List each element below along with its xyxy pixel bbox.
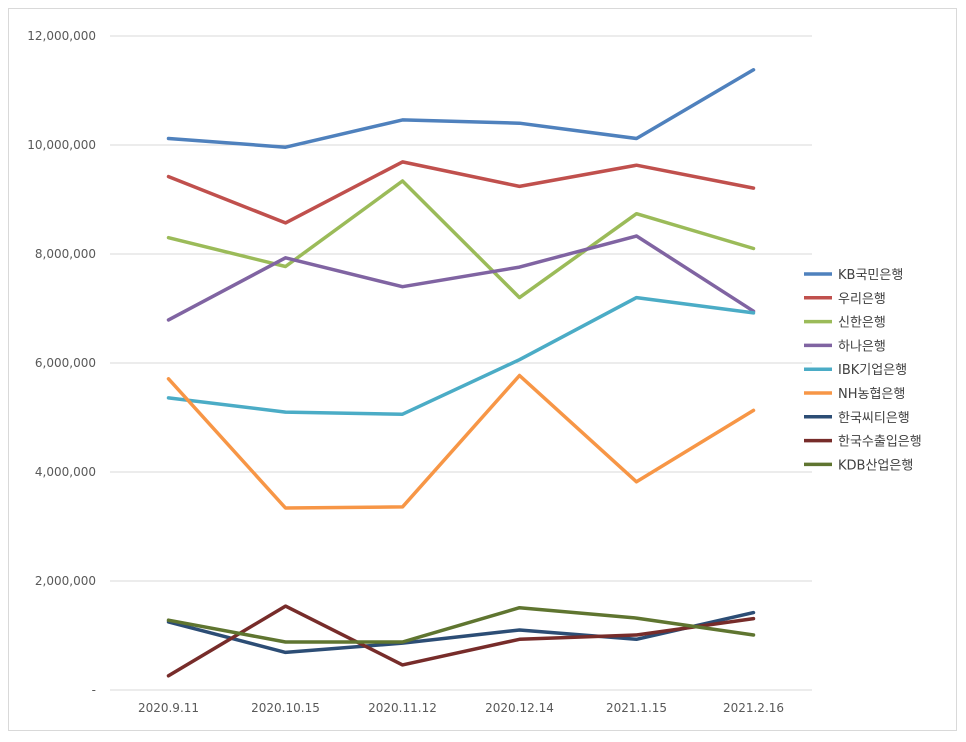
legend-label: 신한은행	[838, 315, 886, 331]
series-line-7	[166, 604, 756, 678]
legend-label: KB국민은행	[838, 267, 903, 283]
legend-label: 우리은행	[838, 291, 886, 307]
series-line-3	[166, 234, 756, 322]
x-tick-label: 2020.11.12	[368, 701, 437, 715]
y-axis-ticks: - 2,000,000 4,000,000 6,000,000 8,000,000 10,…	[27, 29, 96, 697]
gridlines	[110, 35, 812, 582]
series-lines	[166, 68, 756, 678]
x-tick-label: 2021.1.15	[606, 701, 667, 715]
y-tick-label: -	[92, 683, 96, 697]
y-tick-label: 10,000,000	[27, 138, 96, 152]
legend-entry: 하나은행	[804, 338, 886, 354]
y-tick-label: 2,000,000	[35, 574, 96, 588]
legend-entry: 한국수출입은행	[804, 434, 922, 450]
legend-label: IBK기업은행	[838, 362, 907, 378]
legend-label: NH농협은행	[838, 386, 905, 402]
y-tick-label: 4,000,000	[35, 465, 96, 479]
series-line-6	[166, 610, 756, 655]
legend-entry: 한국씨티은행	[804, 410, 910, 426]
series-line-8	[166, 605, 756, 644]
x-tick-label: 2020.9.11	[138, 701, 199, 715]
x-tick-label: 2021.2.16	[723, 701, 784, 715]
legend-label: 하나은행	[838, 338, 886, 354]
y-tick-label: 8,000,000	[35, 247, 96, 261]
series-line-2	[166, 179, 756, 300]
legend-label: KDB산업은행	[838, 457, 913, 473]
y-tick-label: 12,000,000	[27, 29, 96, 43]
x-tick-label: 2020.10.15	[251, 701, 320, 715]
legend-entry: KB국민은행	[804, 267, 903, 283]
legend-entry: 우리은행	[804, 291, 886, 307]
legend-entry: NH농협은행	[804, 386, 905, 402]
legend-entry: 신한은행	[804, 315, 886, 331]
series-line-1	[166, 160, 756, 225]
chart-frame	[8, 8, 957, 731]
series-line-4	[166, 295, 756, 416]
legend-label: 한국수출입은행	[838, 434, 922, 450]
x-tick-label: 2020.12.14	[485, 701, 554, 715]
y-tick-label: 6,000,000	[35, 356, 96, 370]
legend-entry: IBK기업은행	[804, 362, 907, 378]
x-axis-ticks: 2020.9.11 2020.10.15 2020.11.12 2020.12.14 2…	[138, 701, 784, 715]
series-line-5	[166, 373, 756, 510]
legend-label: 한국씨티은행	[838, 410, 910, 426]
series-line-0	[166, 68, 756, 149]
legend-entry: KDB산업은행	[804, 457, 913, 473]
